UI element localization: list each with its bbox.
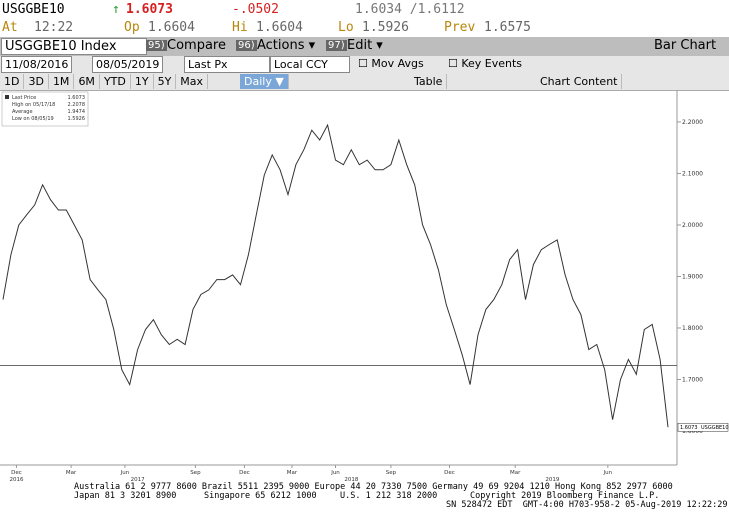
table-button[interactable]: Table bbox=[410, 74, 448, 89]
mov-avgs-label: Mov Avgs bbox=[371, 57, 424, 70]
change: -.0502 bbox=[232, 2, 279, 17]
period-button[interactable]: 5Y bbox=[154, 74, 177, 89]
x-tick-label: Sep bbox=[386, 470, 397, 476]
time: 12:22 bbox=[34, 20, 74, 35]
x-tick-label: Dec bbox=[239, 470, 250, 476]
edit-number: 97) bbox=[326, 40, 347, 51]
key-events-label: Key Events bbox=[461, 57, 523, 70]
period-button[interactable]: 1M bbox=[49, 74, 75, 89]
period-button[interactable]: 1D bbox=[0, 74, 25, 89]
last-price-value: 1.6073 bbox=[680, 425, 698, 431]
x-year-label: 2017 bbox=[131, 477, 145, 483]
last-price-ticker: USGGBE10 bbox=[701, 425, 729, 431]
x-tick-label: Dec bbox=[444, 470, 455, 476]
price-line bbox=[2, 123, 669, 428]
view-name: Bar Chart bbox=[654, 38, 717, 53]
footer-singapore: Singapore 65 6212 1000 bbox=[204, 491, 317, 501]
high: 1.6604 bbox=[256, 20, 303, 35]
y-tick-label: 1.7000 bbox=[682, 376, 703, 383]
legend-box bbox=[1, 91, 89, 127]
period-buttons: 1D 3D 1M 6M YTD 1Y 5Y Max bbox=[0, 74, 209, 89]
x-tick-label: Jun bbox=[330, 470, 340, 476]
x-tick-label: Jun bbox=[603, 470, 613, 476]
x-year-label: 2018 bbox=[344, 477, 358, 483]
y-tick-label: 2.2000 bbox=[682, 119, 703, 126]
legend-value: 1.6073 bbox=[68, 95, 86, 101]
compare-button[interactable]: Compare bbox=[167, 38, 226, 53]
y-tick-label: 1.6000 bbox=[682, 428, 703, 435]
currency-select[interactable]: Local CCY bbox=[270, 56, 350, 73]
period-button[interactable]: YTD bbox=[100, 74, 131, 89]
bid-ask: 1.6034 /1.6112 bbox=[355, 2, 465, 17]
controls-bar: 11/08/2016 08/05/2019 Last Px Local CCY … bbox=[0, 56, 729, 73]
footer-copyright: Copyright 2019 Bloomberg Finance L.P. bbox=[470, 491, 660, 501]
y-tick-label: 1.8000 bbox=[682, 325, 703, 332]
period-button[interactable]: Max bbox=[176, 74, 209, 89]
chart-content-button[interactable]: Chart Content bbox=[536, 74, 623, 89]
legend-label: High on 05/17/18 bbox=[12, 102, 55, 108]
footer-line: Australia 61 2 9777 8600 Brazil 5511 239… bbox=[74, 482, 673, 492]
legend-label: Last Price bbox=[12, 95, 36, 101]
open-label: Op bbox=[124, 20, 140, 35]
y-tick-label: 2.0000 bbox=[682, 222, 703, 229]
period-bar: 1D 3D 1M 6M YTD 1Y 5Y Max Daily ▼ Table Chart C… bbox=[0, 73, 729, 91]
ticker: USGGBE10 bbox=[2, 2, 65, 17]
open: 1.6604 bbox=[148, 20, 195, 35]
frequency-select[interactable]: Daily ▼ bbox=[240, 74, 289, 89]
low: 1.5926 bbox=[362, 20, 409, 35]
x-tick-label: Jun bbox=[120, 470, 130, 476]
x-tick-label: Sep bbox=[190, 470, 201, 476]
legend-swatch bbox=[5, 95, 9, 99]
actions-number: 96) bbox=[236, 40, 257, 51]
y-tick-label: 2.1000 bbox=[682, 170, 703, 177]
x-year-label: 2019 bbox=[545, 477, 559, 483]
x-tick-label: Dec bbox=[11, 470, 22, 476]
mov-avgs-checkbox[interactable]: ☐ Mov Avgs bbox=[358, 57, 424, 70]
period-button[interactable]: 6M bbox=[74, 74, 100, 89]
key-events-checkbox[interactable]: ☐ Key Events bbox=[448, 57, 523, 70]
footer-session: SN 528472 EDT GMT-4:00 H703-958-2 05-Aug… bbox=[446, 500, 728, 510]
legend-value: 1.5926 bbox=[68, 116, 86, 122]
time-label: At bbox=[2, 20, 18, 35]
start-date[interactable]: 11/08/2016 bbox=[1, 56, 73, 73]
actions-button[interactable]: Actions ▾ bbox=[257, 38, 316, 53]
legend-value: 2.2078 bbox=[68, 102, 86, 108]
last-price-tag bbox=[677, 422, 729, 432]
x-year-label: 2016 bbox=[9, 477, 23, 483]
x-tick-label: Mar bbox=[66, 470, 77, 476]
footer-us: U.S. 1 212 318 2000 bbox=[340, 491, 438, 501]
toolbar: USGGBE10 Index 95) Compare 96) Actions ▾… bbox=[0, 37, 729, 56]
high-label: Hi bbox=[232, 20, 248, 35]
compare-number: 95) bbox=[146, 40, 167, 51]
security-field[interactable]: USGGBE10 Index bbox=[1, 38, 147, 55]
up-arrow: ↑ bbox=[112, 2, 120, 17]
x-tick-label: Mar bbox=[287, 470, 298, 476]
period-button[interactable]: 1Y bbox=[131, 74, 154, 89]
y-tick-label: 1.9000 bbox=[682, 273, 703, 280]
period-button[interactable]: 3D bbox=[24, 74, 49, 89]
low-label: Lo bbox=[338, 20, 354, 35]
last-price: 1.6073 bbox=[126, 2, 173, 17]
footer-japan: Japan 81 3 3201 8900 bbox=[74, 491, 177, 501]
x-tick-label: Mar bbox=[510, 470, 521, 476]
legend-label: Low on 08/05/19 bbox=[12, 116, 54, 122]
end-date[interactable]: 08/05/2019 bbox=[92, 56, 164, 73]
edit-button[interactable]: Edit ▾ bbox=[347, 38, 383, 53]
prev: 1.6575 bbox=[484, 20, 531, 35]
legend-value: 1.9474 bbox=[68, 109, 86, 115]
legend-label: Average bbox=[12, 109, 33, 115]
chart: 1.6000 1.7000 1.8000 1.9000 2.0000 2.1000 2.20… bbox=[0, 90, 729, 483]
prev-label: Prev bbox=[444, 20, 476, 35]
field-select[interactable]: Last Px bbox=[184, 56, 270, 73]
